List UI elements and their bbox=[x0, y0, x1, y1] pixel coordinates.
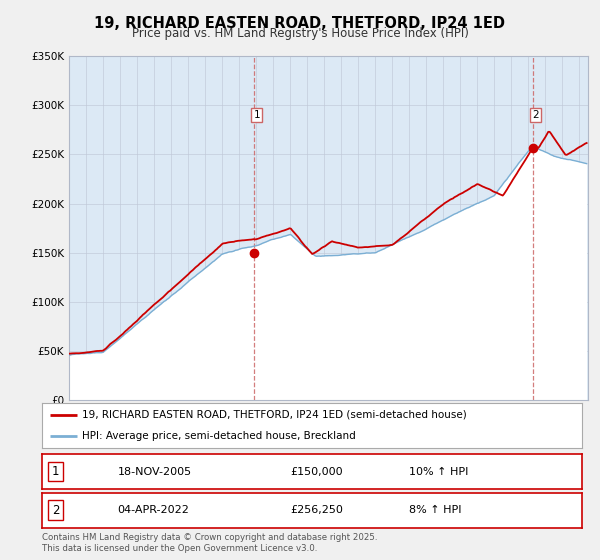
Text: 18-NOV-2005: 18-NOV-2005 bbox=[118, 466, 192, 477]
Text: 8% ↑ HPI: 8% ↑ HPI bbox=[409, 505, 462, 515]
Text: 1: 1 bbox=[253, 110, 260, 120]
Text: 1: 1 bbox=[52, 465, 59, 478]
Text: £256,250: £256,250 bbox=[290, 505, 343, 515]
Text: 2: 2 bbox=[52, 503, 59, 517]
Text: 2: 2 bbox=[532, 110, 539, 120]
Text: Contains HM Land Registry data © Crown copyright and database right 2025.
This d: Contains HM Land Registry data © Crown c… bbox=[42, 533, 377, 553]
Text: HPI: Average price, semi-detached house, Breckland: HPI: Average price, semi-detached house,… bbox=[83, 431, 356, 441]
Text: Price paid vs. HM Land Registry's House Price Index (HPI): Price paid vs. HM Land Registry's House … bbox=[131, 27, 469, 40]
Text: 04-APR-2022: 04-APR-2022 bbox=[118, 505, 190, 515]
Text: £150,000: £150,000 bbox=[290, 466, 343, 477]
Text: 19, RICHARD EASTEN ROAD, THETFORD, IP24 1ED: 19, RICHARD EASTEN ROAD, THETFORD, IP24 … bbox=[95, 16, 505, 31]
Text: 19, RICHARD EASTEN ROAD, THETFORD, IP24 1ED (semi-detached house): 19, RICHARD EASTEN ROAD, THETFORD, IP24 … bbox=[83, 410, 467, 420]
Text: 10% ↑ HPI: 10% ↑ HPI bbox=[409, 466, 469, 477]
